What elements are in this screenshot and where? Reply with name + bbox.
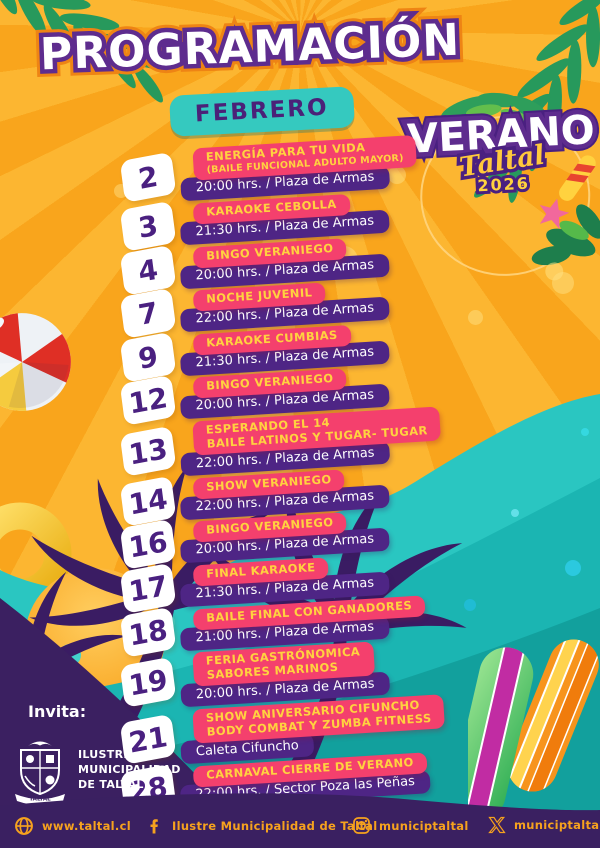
organizer-name: ILUSTRE MUNICIPALIDAD DE TALTAL xyxy=(78,748,181,791)
x-link[interactable]: municiptaltal xyxy=(488,816,600,834)
footer-bar xyxy=(0,793,600,848)
event-title: BINGO VERANIEGO xyxy=(205,240,334,263)
globe-icon xyxy=(15,817,33,835)
event-title: KARAOKE CUMBIAS xyxy=(205,327,339,350)
beach-ball xyxy=(0,313,71,411)
facebook-icon xyxy=(150,819,158,834)
event-title: BINGO VERANIEGO xyxy=(205,371,334,393)
website-link[interactable]: www.taltal.cl xyxy=(14,816,131,836)
event-schedule-list: 2 ENERGÍA PARA TU VIDA (BAILE FUNCIONAL … xyxy=(119,134,596,816)
website-label: www.taltal.cl xyxy=(42,819,131,833)
event-title: FINAL KARAOKE xyxy=(205,560,316,581)
event-day: 12 xyxy=(126,380,170,421)
event-day: 2 xyxy=(136,159,160,196)
x-icon xyxy=(488,816,506,834)
instagram-icon xyxy=(353,817,370,834)
facebook-label: Ilustre Municipalidad de Taltal xyxy=(172,819,378,833)
event-day: 17 xyxy=(126,568,170,609)
event-day: 13 xyxy=(126,431,170,472)
event-day: 16 xyxy=(126,525,170,565)
event-title: SHOW VERANIEGO xyxy=(205,471,332,494)
event-title: BINGO VERANIEGO xyxy=(205,515,334,538)
decor-bubble xyxy=(388,166,406,184)
event-title: KARAOKE CEBOLLA xyxy=(205,196,337,219)
x-label: municiptaltal xyxy=(514,818,600,832)
event-day: 9 xyxy=(136,339,160,376)
instagram-link[interactable]: municiptaltal xyxy=(352,816,469,835)
crest-banner-text: TALTAL xyxy=(29,797,51,803)
surfboards xyxy=(468,632,600,826)
event-day: 7 xyxy=(136,295,160,332)
footer-social-row: www.taltal.cl Ilustre Municipalidad de T… xyxy=(0,802,600,848)
event-day: 19 xyxy=(126,662,170,703)
event-day: 3 xyxy=(136,208,160,245)
event-day: 4 xyxy=(136,251,160,289)
facebook-link[interactable]: Ilustre Municipalidad de Taltal xyxy=(146,816,377,836)
surfboard-orange xyxy=(503,632,600,800)
instagram-label: municiptaltal xyxy=(379,818,469,833)
event-title: NOCHE JUVENIL xyxy=(205,285,313,306)
event-day: 18 xyxy=(126,612,170,653)
decor-bubble xyxy=(468,310,483,325)
event-day: 14 xyxy=(126,481,170,522)
invita-label: Invita: xyxy=(28,702,87,721)
